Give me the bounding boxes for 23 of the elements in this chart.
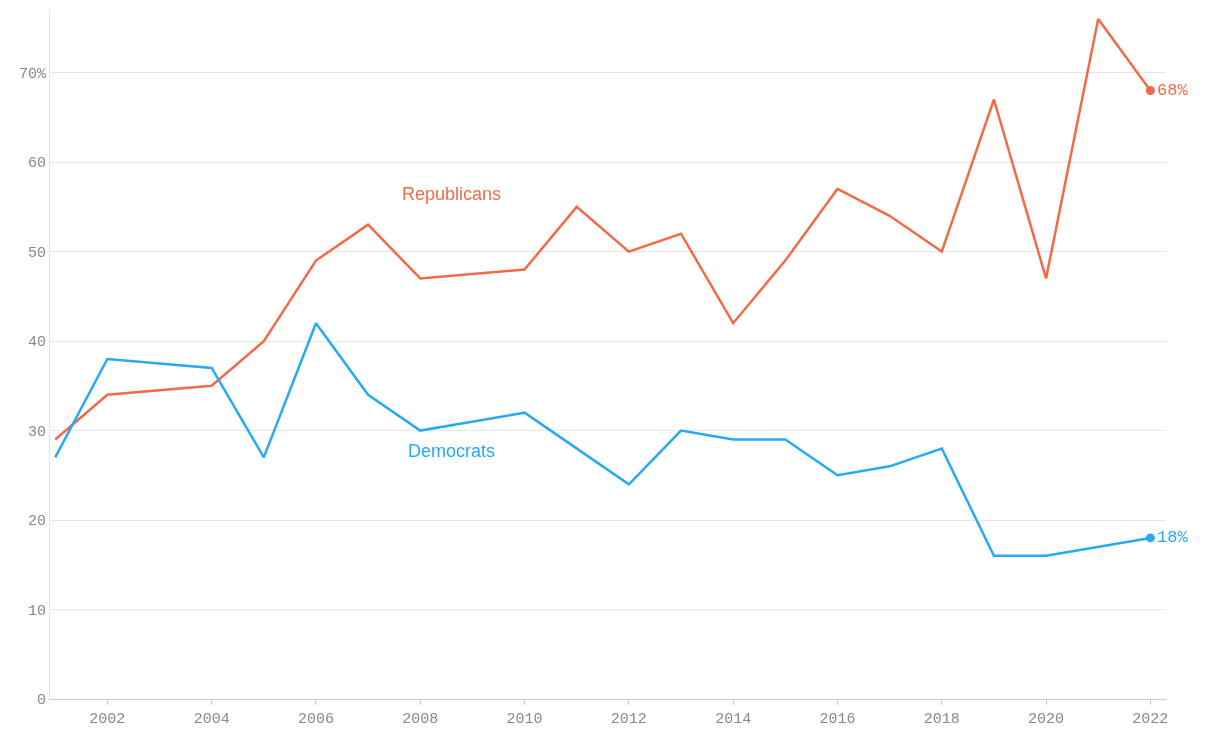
data-label: 18% (1156, 528, 1189, 548)
y-tick-label: 30 (27, 423, 46, 441)
x-tick-label: 2004 (193, 711, 230, 728)
x-tick-label: 2008 (402, 711, 439, 728)
x-tick-label: 2016 (819, 711, 856, 728)
data-label: 68% (1156, 80, 1189, 100)
y-tick-label: 20 (27, 513, 46, 531)
x-tick-label: 2018 (923, 711, 960, 728)
text: Republicans (402, 184, 502, 204)
y-tick-label: 70% (18, 65, 47, 83)
series-label: Democrats (408, 441, 496, 461)
x-tick-label: 2010 (506, 711, 543, 728)
x-tick-label: 2002 (89, 711, 126, 728)
x-tick-label: 2014 (715, 711, 752, 728)
y-tick-label: 50 (27, 244, 46, 262)
x-tick-label: 2012 (610, 711, 647, 728)
y-tick-label: 0 (36, 692, 46, 710)
y-tick-label: 40 (27, 334, 46, 352)
x-tick-label: 2006 (297, 711, 334, 728)
y-tick-label: 60 (27, 155, 46, 173)
x-tick-label: 2020 (1028, 711, 1065, 728)
x-tick-label: 2022 (1132, 711, 1169, 728)
y-tick-label: 10 (27, 602, 46, 620)
